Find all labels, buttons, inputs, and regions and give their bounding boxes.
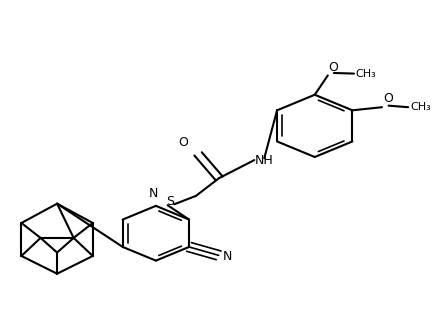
Text: N: N <box>223 250 233 263</box>
Text: CH₃: CH₃ <box>410 102 431 112</box>
Text: N: N <box>149 187 159 200</box>
Text: O: O <box>328 61 339 74</box>
Text: O: O <box>383 92 393 105</box>
Text: S: S <box>166 195 174 208</box>
Text: O: O <box>179 136 188 149</box>
Text: NH: NH <box>254 154 273 167</box>
Text: CH₃: CH₃ <box>356 68 376 78</box>
